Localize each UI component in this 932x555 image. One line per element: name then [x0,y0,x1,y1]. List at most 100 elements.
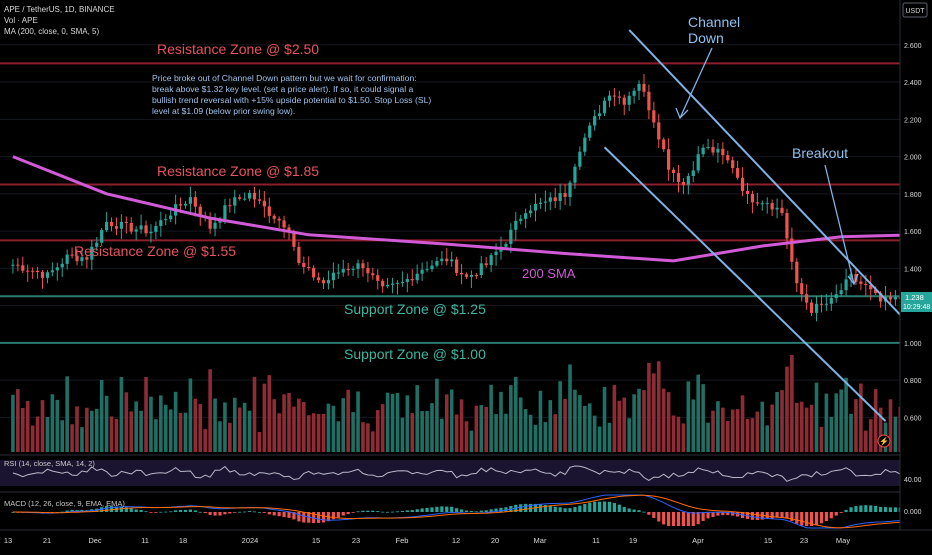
candle [657,122,661,140]
candle [627,95,631,105]
resistance-label-250: Resistance Zone @ $2.50 [157,41,319,57]
candle [267,206,271,216]
macd-histogram-bar [785,512,789,519]
volume-bar [415,385,419,452]
sma-label: 200 SMA [522,266,576,281]
candle [247,192,252,199]
volume-bar [80,427,84,452]
macd-histogram-bar [262,512,266,513]
volume-bar [686,381,691,452]
currency-badge[interactable] [902,2,928,18]
lightning-icon[interactable]: ⚡ [877,434,891,448]
candle [50,270,54,273]
volume-bar [760,401,765,452]
candle [755,202,759,204]
candle [139,225,143,230]
volume-bar [252,376,257,452]
macd-histogram-bar [351,512,355,513]
volume-bar [277,413,281,452]
volume-bar [25,400,30,452]
macd-legend[interactable]: MACD (12, 26, close, 9, EMA, EMA) [4,499,125,508]
candle [119,221,123,229]
volume-bar [435,378,439,452]
candle [336,272,340,274]
note-line: bullish trend reversal with +15% upside … [152,95,431,105]
macd-histogram-bar [450,506,454,512]
candle [667,149,671,170]
volume-bar [528,414,533,452]
candle [785,213,789,239]
note-line: level at $1.09 (below prior swing low). [152,106,295,116]
price-tick-label: 2.000 [904,155,922,162]
macd-histogram-bar [617,504,621,512]
volume-bar [725,421,730,452]
macd-histogram-bar [721,512,725,516]
candle [149,231,153,234]
candle [469,274,474,277]
channel-arrow-head [675,107,689,120]
channel-label-line1: Channel [688,14,740,30]
macd-histogram-bar [277,512,281,517]
volume-bar [390,393,395,452]
time-axis[interactable]: 13 21 Dec 11 18 2024 15 23 Feb 12 20 Mar 11 19 Apr 15 23… [0,529,932,545]
volume-bar [563,398,567,452]
macd-histogram-bar [405,510,409,512]
volume-bar [262,383,267,452]
volume-bar [464,421,469,452]
candle [745,190,750,195]
volume-bar [583,405,587,452]
candle [637,83,641,91]
volume-bar [144,376,148,452]
volume-bar [523,409,528,452]
ma-legend[interactable]: MA (200, close, 0, SMA, 5) [4,27,99,36]
volume-bar [65,376,69,452]
volume-bar [405,395,410,452]
volume-bar [538,390,543,452]
macd-histogram-bar [883,507,888,512]
candle [326,280,331,284]
volume-bar [45,417,50,452]
macd-histogram-bar [765,512,769,519]
macd-histogram-bar [662,512,666,525]
volume-bar [193,398,198,452]
volume-bar [612,384,617,452]
breakout-arrow [824,164,855,285]
macd-histogram-bar [346,512,350,515]
macd-histogram-bar [681,512,686,526]
candle [129,222,133,232]
volume-bar [50,394,55,452]
volume-bar [454,414,459,452]
macd-histogram-bar [553,506,557,512]
last-price: 1.238 [905,293,924,302]
price-tick-label: 2.200 [904,117,922,124]
volume-bar [109,416,114,452]
volume-bar [104,395,109,452]
volume-bar [701,384,705,452]
macd-histogram-bar [726,512,730,516]
candle [16,264,20,266]
volume-bar [55,399,60,452]
candle [169,215,173,220]
symbol-legend[interactable]: APE / TetherUS, 1D, BINANCE [4,5,115,14]
candle [849,274,853,280]
volume-bar [208,369,212,452]
macd-histogram-bar [750,512,755,520]
macd-histogram-bar [834,512,838,516]
candle [800,283,804,295]
candle [706,146,710,148]
volume-legend[interactable]: Vol · APE [4,16,38,25]
macd-histogram-bar [805,512,809,526]
price-axis[interactable]: 2.6002.4002.2002.0001.8001.6001.4001.200… [899,0,932,550]
candle [795,261,799,284]
candle [484,263,488,266]
volume-bar [829,416,834,452]
candle [430,265,434,270]
rsi-legend[interactable]: RSI (14, close, SMA, 14, 2) [4,459,95,468]
candle [479,263,483,275]
volume-bar [888,399,893,452]
candle [21,265,25,271]
candle [805,294,809,303]
volume-bar [35,416,40,452]
macd-histogram-bar [129,508,133,512]
